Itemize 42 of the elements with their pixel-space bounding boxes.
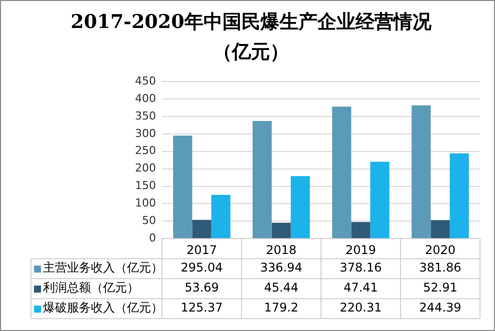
data-label: 220.31 <box>340 300 382 315</box>
legend-label: 主营业务收入（亿元） <box>43 260 163 275</box>
bar <box>370 162 390 238</box>
y-tick-label: 250 <box>134 144 156 158</box>
x-tick-label: 2020 <box>424 242 456 257</box>
bar <box>192 220 212 238</box>
x-tick-label: 2018 <box>266 242 297 257</box>
data-label: 244.39 <box>419 300 462 315</box>
data-label: 52.91 <box>423 280 458 295</box>
y-tick-label: 200 <box>134 162 156 175</box>
y-tick-label: 400 <box>134 92 156 105</box>
bar <box>332 106 352 238</box>
x-tick-label: 2017 <box>186 242 218 257</box>
data-label: 378.16 <box>340 260 382 275</box>
y-tick-label: 0 <box>148 231 156 244</box>
data-label: 47.41 <box>344 280 378 295</box>
legend-label: 利润总额（亿元） <box>43 280 139 295</box>
bar <box>450 153 469 238</box>
y-tick-label: 350 <box>134 109 156 122</box>
x-tick-label: 2019 <box>345 242 376 257</box>
chart-title: 2017-2020年中国民爆生产企业经营情况（亿元） <box>70 10 432 65</box>
data-label: 336.94 <box>260 260 302 275</box>
bar <box>272 222 291 238</box>
bar <box>252 121 272 238</box>
y-tick-label: 100 <box>134 196 156 210</box>
bar <box>173 136 192 238</box>
bar <box>351 222 370 238</box>
bar <box>412 105 431 238</box>
data-label: 295.04 <box>180 260 223 275</box>
data-label: 53.69 <box>184 280 219 295</box>
y-tick-label: 150 <box>134 179 156 192</box>
bar <box>430 220 450 238</box>
data-label: 45.44 <box>264 280 298 295</box>
data-label: 381.86 <box>419 260 462 275</box>
data-label: 125.37 <box>180 300 223 315</box>
data-label: 179.2 <box>264 300 298 315</box>
bar <box>211 194 230 238</box>
legend-label: 爆破服务收入（亿元） <box>43 300 163 315</box>
y-tick-label: 450 <box>134 74 156 88</box>
bar <box>290 176 310 238</box>
y-tick-label: 50 <box>142 214 156 228</box>
y-tick-label: 300 <box>134 126 156 140</box>
